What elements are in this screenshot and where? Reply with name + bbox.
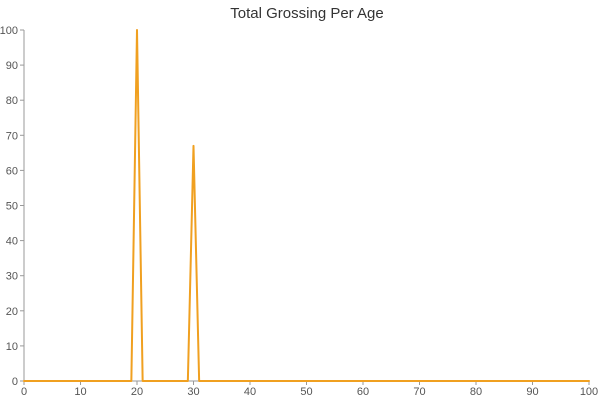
y-tick-label: 0 — [12, 376, 18, 388]
y-tick-label: 10 — [6, 341, 18, 353]
x-tick-label: 60 — [357, 386, 369, 398]
y-tick-label: 40 — [6, 236, 18, 248]
y-tick-label: 50 — [6, 201, 18, 213]
y-tick-label: 30 — [6, 271, 18, 283]
x-tick-label: 80 — [470, 386, 482, 398]
x-tick-label: 30 — [187, 386, 199, 398]
series-layer — [23, 29, 590, 382]
y-tick-label: 20 — [6, 306, 18, 318]
x-tick-label: 0 — [21, 386, 27, 398]
y-tick-label: 80 — [6, 95, 18, 107]
x-tick-label: 50 — [300, 386, 312, 398]
x-tick-label: 20 — [131, 386, 143, 398]
x-tick-label: 100 — [580, 386, 598, 398]
y-tick-label: 60 — [6, 165, 18, 177]
y-axis: 0 10 20 30 40 50 60 70 80 90 100 — [0, 25, 25, 388]
x-tick-label: 40 — [244, 386, 256, 398]
x-tick-label: 70 — [413, 386, 425, 398]
series-line — [23, 29, 590, 382]
y-tick-label: 90 — [6, 60, 18, 72]
chart-title: Total Grossing Per Age — [230, 5, 383, 22]
x-axis: 0 10 20 30 40 50 60 70 80 90 100 — [21, 380, 598, 398]
y-tick-label: 70 — [6, 130, 18, 142]
x-tick-label: 90 — [526, 386, 538, 398]
y-tick-label: 100 — [0, 25, 18, 37]
x-tick-label: 10 — [74, 386, 86, 398]
